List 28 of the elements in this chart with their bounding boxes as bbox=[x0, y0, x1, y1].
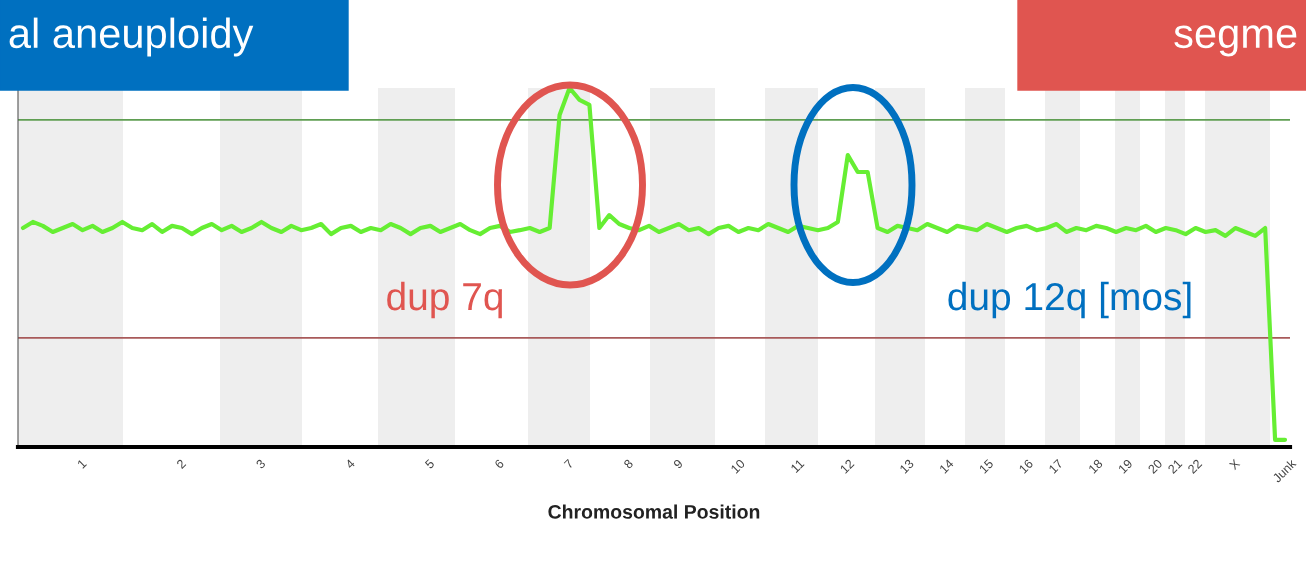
x-tick-label: 22 bbox=[1187, 458, 1203, 474]
x-tick-label: 9 bbox=[672, 458, 684, 470]
x-tick-label: 6 bbox=[494, 458, 505, 470]
x-tick-label: 13 bbox=[899, 458, 915, 474]
x-tick-label: 10 bbox=[730, 458, 746, 474]
x-tick-label: X bbox=[1228, 458, 1241, 471]
x-tick-label: 17 bbox=[1048, 458, 1064, 474]
x-tick-label: 20 bbox=[1147, 458, 1163, 474]
x-tick-label: 15 bbox=[978, 458, 994, 474]
x-tick-label: 19 bbox=[1117, 458, 1133, 474]
x-tick-label: 2 bbox=[176, 458, 187, 469]
annotation: dup 12q [mos] bbox=[948, 281, 1191, 319]
x-tick-label: 14 bbox=[939, 458, 955, 474]
x-tick-label: 12 bbox=[839, 458, 855, 474]
x-tick-label: 8 bbox=[623, 458, 634, 470]
text: al aneuploidy bbox=[9, 17, 254, 57]
x-tick-label: 1 bbox=[77, 458, 87, 469]
x-tick-label: 4 bbox=[344, 458, 356, 470]
x-tick-label: 3 bbox=[255, 458, 266, 470]
x-tick-label: 16 bbox=[1018, 458, 1034, 474]
annotation: dup 7q bbox=[387, 281, 502, 319]
x-tick-label: 11 bbox=[790, 458, 805, 474]
text: segme bbox=[1174, 25, 1297, 57]
x-tick-label: 21 bbox=[1167, 458, 1183, 474]
x-tick-label: 7 bbox=[563, 458, 574, 469]
x-tick-label: 18 bbox=[1088, 458, 1104, 474]
x-tick-label: 5 bbox=[424, 458, 435, 470]
x-axis-title: Chromosomal Position bbox=[548, 504, 760, 519]
